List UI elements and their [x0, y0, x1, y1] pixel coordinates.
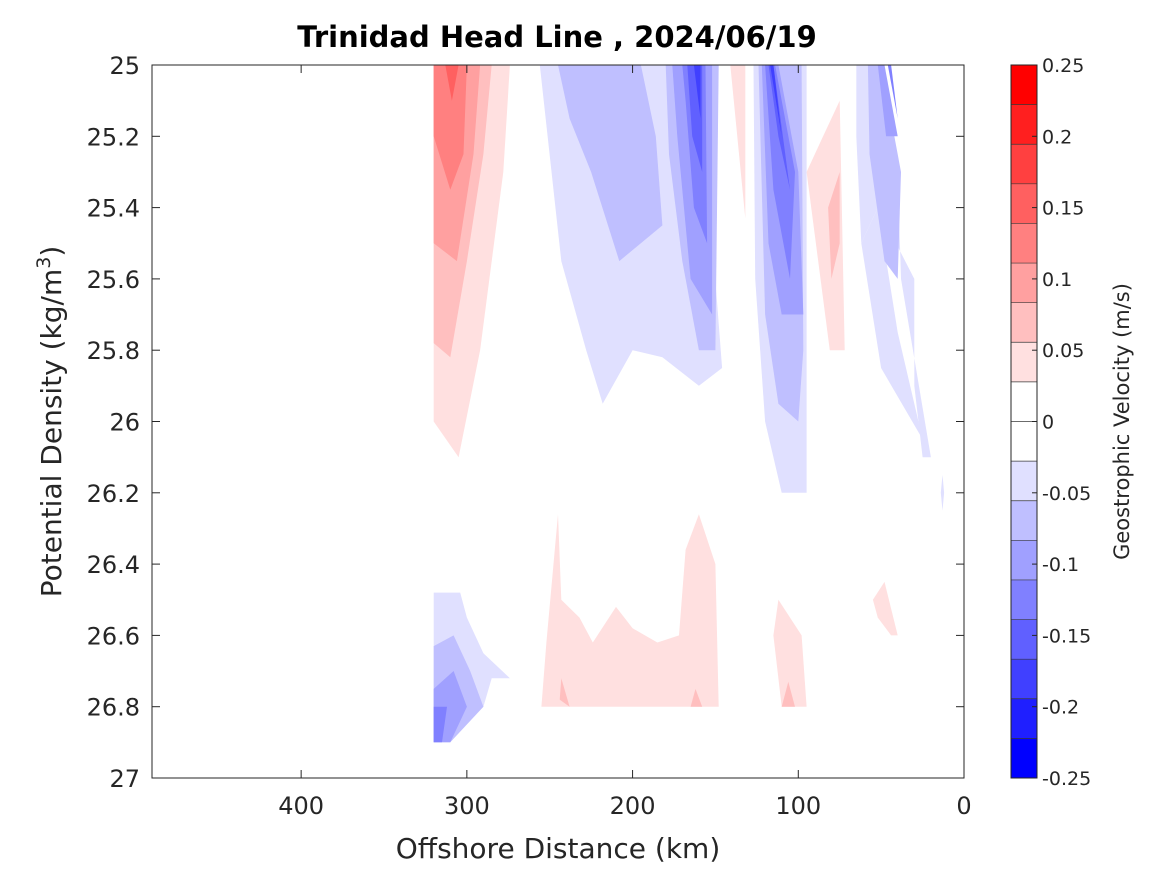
contour-region-neg-jet-near — [770, 65, 782, 137]
y-tick-label: 25.6 — [87, 266, 140, 294]
contour-region-neg-band-a — [558, 65, 663, 262]
colorbar-title: Geostrophic Velocity (m/s) — [1110, 283, 1134, 560]
colorbar-tick-label: 0.25 — [1042, 55, 1084, 77]
y-tick-label: 26 — [109, 409, 140, 437]
colorbar-tick-label: 0 — [1042, 412, 1054, 434]
x-axis: 400 300 200 100 0 — [278, 65, 972, 820]
colorbar-tick-label: -0.15 — [1042, 625, 1091, 647]
y-tick-label: 26.8 — [87, 694, 140, 722]
contour-region-pos-sliver-near — [730, 65, 746, 219]
colorbar-band — [1011, 421, 1037, 462]
colorbar-band — [1011, 579, 1037, 621]
contour-region-neg-edge-coast — [877, 65, 898, 137]
chart-title: Trinidad Head Line , 2024/06/19 — [297, 20, 817, 54]
y-axis-title-close: ) — [35, 246, 68, 257]
colorbar-tick-label: 0.2 — [1042, 126, 1072, 148]
x-axis-title: Offshore Distance (km) — [396, 832, 721, 865]
contour-region-pos-core-offshore — [433, 65, 467, 190]
y-axis: 25 25.2 25.4 25.6 25.8 26 26.2 26.4 26.6 26.8 27 — [87, 52, 964, 793]
colorbar-tick-label: 0.05 — [1042, 340, 1084, 362]
colorbar-tick-label: -0.05 — [1042, 483, 1091, 505]
contour-region-pos-sliver-near — [828, 172, 840, 279]
y-tick-label: 25 — [109, 52, 140, 80]
y-tick-label: 25.2 — [87, 123, 140, 151]
y-tick-label: 26.4 — [87, 551, 140, 579]
colorbar: 0.25 0.2 0.15 0.1 0.05 0 -0.05 -0.1 -0.15 -0.2 -0.… — [1010, 55, 1091, 790]
colorbar-band — [1011, 263, 1037, 304]
colorbar-band — [1011, 104, 1037, 145]
y-axis-title-main: Potential Density (kg/m — [35, 269, 68, 598]
contour-region-pos-deep-mid — [773, 599, 807, 707]
x-tick-label: 100 — [775, 792, 821, 820]
colorbar-tick-label: -0.2 — [1042, 697, 1079, 719]
contour-region-pos-deep-mid — [559, 678, 570, 707]
colorbar-band — [1011, 659, 1037, 700]
colorbar-band — [1011, 461, 1037, 502]
contour-region-neg-sliver-coast — [940, 475, 945, 511]
contour-region-pos-deep-mid — [541, 514, 719, 707]
colorbar-tick-label: 0.1 — [1042, 269, 1072, 291]
colorbar-band — [1011, 144, 1037, 185]
y-axis-title-superscript: 3 — [33, 257, 55, 269]
contour-region-pos-deep-mid — [781, 681, 795, 707]
contour-region-pos-deep-mid — [690, 688, 703, 707]
contour-region-neg-deep-offshore — [433, 706, 447, 743]
x-tick-label: 200 — [610, 792, 656, 820]
contour-region-pos-core-offshore — [445, 65, 459, 101]
contour-region-pos-deep-mid — [872, 581, 898, 636]
colorbar-band — [1011, 540, 1037, 581]
colorbar-band — [1011, 342, 1037, 383]
colorbar-band — [1011, 65, 1037, 106]
contour-region-neg-jet-near — [765, 65, 795, 279]
colorbar-tick-label: -0.1 — [1042, 554, 1079, 576]
y-tick-label: 27 — [109, 765, 140, 793]
y-tick-label: 26.2 — [87, 480, 140, 508]
contour-region-neg-edge-coast — [867, 65, 901, 279]
x-tick-label: 400 — [278, 792, 324, 820]
x-tick-label: 0 — [956, 792, 971, 820]
colorbar-band — [1011, 698, 1037, 739]
colorbar-tick-label: 0.15 — [1042, 198, 1084, 220]
y-axis-title: Potential Density (kg/m3) — [33, 246, 68, 598]
contour-region-neg-jet-mid — [693, 65, 701, 119]
contour-fills — [433, 65, 945, 743]
y-tick-label: 26.6 — [87, 622, 140, 650]
y-tick-label: 25.4 — [87, 195, 140, 223]
y-tick-label: 25.8 — [87, 337, 140, 365]
contour-region-neg-jet-near — [768, 65, 790, 190]
colorbar-tick-label: -0.25 — [1042, 768, 1091, 790]
contour-region-neg-edge-coast — [887, 65, 898, 119]
colorbar-band — [1011, 183, 1037, 224]
contour-region-neg-edge-coast — [861, 207, 923, 440]
colorbar-band — [1011, 223, 1037, 264]
contour-region-pos-sliver-near — [806, 100, 845, 351]
colorbar-band — [1011, 381, 1037, 422]
colorbar-band — [1011, 738, 1037, 779]
colorbar-band — [1011, 619, 1037, 660]
colorbar-band — [1011, 302, 1037, 343]
colorbar-band — [1011, 500, 1037, 541]
x-tick-label: 300 — [444, 792, 490, 820]
